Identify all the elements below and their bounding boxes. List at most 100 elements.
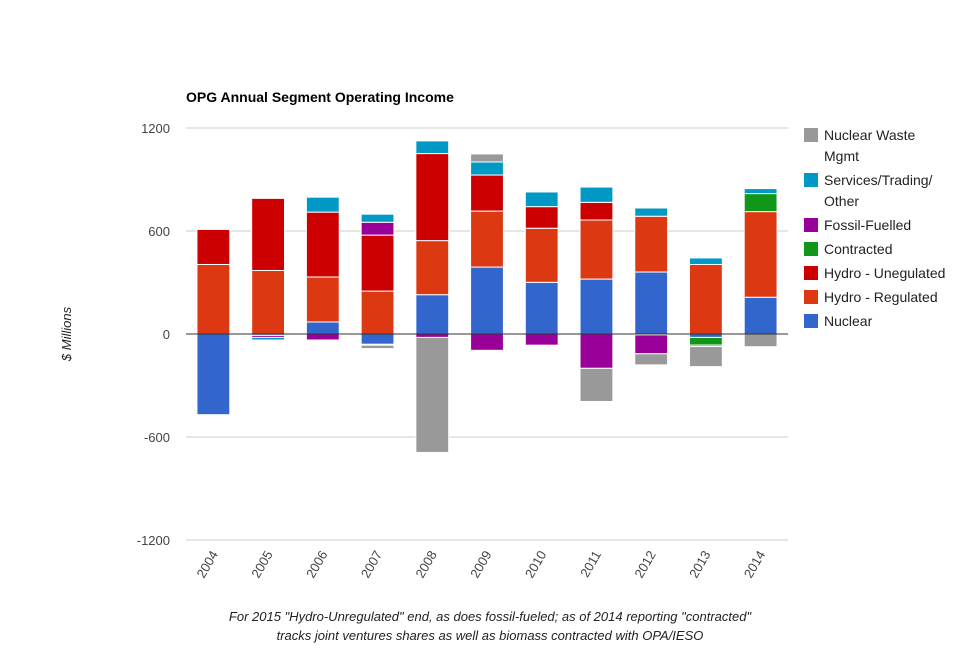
bar-segment (196, 228, 231, 265)
bar-segment (251, 336, 286, 341)
legend-item: Services/Trading/Other (804, 172, 933, 209)
bar-segment (360, 333, 395, 345)
y-tick-label: 600 (148, 224, 170, 239)
legend-label: Services/Trading/ (824, 172, 933, 188)
legend-swatch (804, 266, 818, 280)
x-tick-label: 2011 (577, 548, 604, 580)
legend-label: Other (824, 193, 859, 209)
bar-segment (305, 276, 340, 323)
legend-swatch (804, 242, 818, 256)
legend-item: Nuclear Waste Mgmt (804, 127, 916, 164)
bar-segment (743, 333, 778, 348)
bar-segment (196, 227, 231, 230)
x-tick-label: 2010 (522, 548, 549, 581)
bar-segment (415, 153, 450, 242)
bar-segment (360, 221, 395, 236)
bar-segment (470, 161, 504, 176)
bar-segment (470, 174, 504, 212)
legend-swatch (804, 128, 818, 142)
x-tick-label: 2012 (631, 548, 658, 581)
y-axis-ticks: 1200 600 0 -600 -1200 (137, 121, 170, 548)
x-tick-label: 2009 (467, 548, 494, 581)
bar-segment (688, 346, 723, 368)
bar-segment (415, 333, 450, 338)
x-tick-label: 2006 (303, 548, 330, 581)
legend-label: Contracted (824, 241, 892, 257)
x-axis-ticks: 2004 2005 2006 2007 2008 2009 2010 2011 2012 2013… (194, 548, 769, 581)
legend-item: Hydro - Unegulated (804, 265, 945, 281)
bar-segment (579, 201, 614, 221)
bar-segment (360, 213, 395, 223)
bar-segment (305, 196, 340, 213)
bar-segment (524, 190, 559, 193)
bar-segment (634, 271, 669, 335)
x-tick-label: 2014 (741, 548, 768, 581)
bar-segment (251, 197, 286, 271)
bar-segment (470, 333, 504, 351)
bar-segment (634, 207, 669, 217)
legend-label: Hydro - Regulated (824, 289, 938, 305)
bar-segment (524, 191, 559, 208)
y-tick-label: 0 (163, 327, 170, 342)
x-tick-label: 2008 (412, 548, 439, 581)
legend-label: Fossil-Fuelled (824, 217, 911, 233)
legend-label: Hydro - Unegulated (824, 265, 945, 281)
bar-segment (634, 353, 669, 366)
legend-label: Nuclear (824, 313, 873, 329)
bar-segment (196, 333, 231, 416)
y-axis-label: $ Millions (59, 306, 74, 362)
bar-segment (688, 333, 723, 338)
legend-swatch (804, 290, 818, 304)
legend-swatch (804, 173, 818, 187)
gridlines (186, 127, 788, 541)
legend-swatch (804, 314, 818, 328)
bar-segment (743, 188, 778, 195)
x-tick-label: 2005 (248, 548, 275, 581)
legend-item: Hydro - Regulated (804, 289, 938, 305)
bar-segment (579, 278, 614, 335)
bar-segment (579, 186, 614, 203)
x-tick-label: 2004 (194, 548, 221, 581)
y-tick-label: -1200 (137, 533, 170, 548)
bar-segment (196, 263, 231, 335)
bar-segment (305, 211, 340, 278)
footnote-line-2: tracks joint ventures shares as well as … (276, 628, 704, 643)
bar-segment (579, 367, 614, 402)
bar-segment (415, 336, 450, 453)
bar-segment (688, 336, 723, 346)
y-tick-label: -600 (144, 430, 170, 445)
bar-segment (524, 333, 559, 346)
bar-segment (360, 234, 395, 292)
bar-segment (743, 296, 778, 335)
legend-swatch (804, 218, 818, 232)
y-tick-label: 1200 (141, 121, 170, 136)
legend-item: Nuclear (804, 313, 873, 329)
legend-label: Mgmt (824, 148, 859, 164)
bar-segment (743, 211, 778, 298)
legend-item: Contracted (804, 241, 892, 257)
bar-segment (579, 219, 614, 280)
bar-segment (415, 240, 450, 296)
bar-segment (743, 193, 778, 213)
bar-segment (360, 344, 395, 350)
bars (196, 140, 778, 453)
bar-segment (305, 321, 340, 335)
chart-title: OPG Annual Segment Operating Income (186, 89, 454, 105)
bar-segment (634, 215, 669, 273)
footnote-line-1: For 2015 "Hydro-Unregulated" end, as doe… (228, 609, 752, 624)
bar-segment (688, 263, 723, 335)
bar-segment (470, 153, 504, 163)
bar-segment (415, 140, 450, 155)
bar-segment (305, 333, 340, 341)
bar-segment (470, 210, 504, 268)
bar-segment (415, 294, 450, 335)
bar-segment (688, 257, 723, 265)
legend-label: Nuclear Waste (824, 127, 916, 143)
footnote: For 2015 "Hydro-Unregulated" end, as doe… (150, 607, 830, 645)
legend: Nuclear Waste Mgmt Services/Trading/Other F… (804, 127, 945, 329)
bar-segment (524, 227, 559, 283)
bar-segment (579, 333, 614, 369)
bar-segment (524, 206, 559, 229)
bar-segment (470, 266, 504, 335)
